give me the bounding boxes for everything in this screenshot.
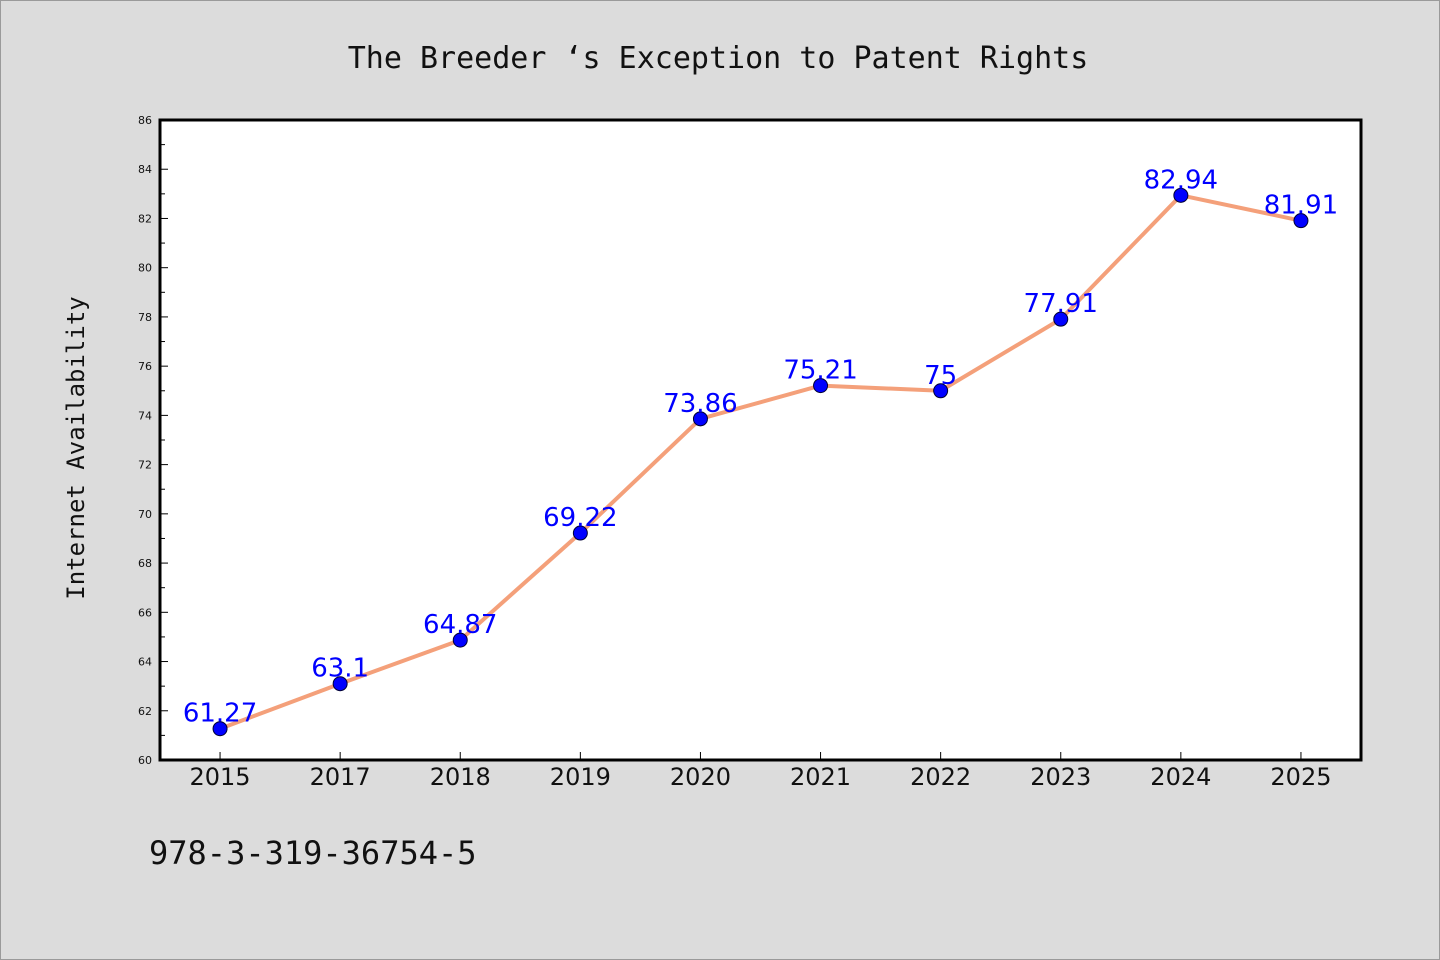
x-tick-label: 2018 <box>430 763 491 791</box>
y-tick-label: 60 <box>138 754 152 767</box>
data-point <box>452 632 468 648</box>
data-point <box>1173 187 1189 203</box>
x-tick-label: 2017 <box>310 763 371 791</box>
y-tick-label: 64 <box>138 656 152 669</box>
series-layer: 61.27 63.1 64.87 69.22 73.86 75.21 75 77.91 82.9… <box>183 165 1338 737</box>
y-axis-label: Internet Availability <box>62 296 90 599</box>
plot-area <box>158 118 1363 762</box>
data-label: 77.91 <box>1024 289 1098 319</box>
data-point <box>212 721 228 737</box>
y-tick-label: 80 <box>138 262 152 275</box>
data-label: 75.21 <box>783 356 857 386</box>
y-axis: 60 62 64 66 68 70 72 74 76 78 80 82 84 86 <box>138 114 168 767</box>
data-label: 82.94 <box>1144 165 1218 195</box>
y-tick-label: 76 <box>138 360 152 373</box>
x-tick-label: 2025 <box>1270 763 1331 791</box>
y-tick-label: 86 <box>138 114 152 127</box>
y-tick-label: 68 <box>138 557 152 570</box>
data-label: 73.86 <box>663 389 737 419</box>
x-tick-label: 2021 <box>790 763 851 791</box>
y-tick-label: 62 <box>138 705 152 718</box>
x-tick-label: 2022 <box>910 763 971 791</box>
data-label: 75 <box>924 361 957 391</box>
data-point <box>1053 311 1069 327</box>
x-tick-label: 2019 <box>550 763 611 791</box>
data-label: 69.22 <box>543 503 617 533</box>
y-tick-label: 66 <box>138 606 152 619</box>
series-line <box>219 193 1302 731</box>
y-tick-label: 72 <box>138 459 152 472</box>
x-axis: 2015 2017 2018 2019 2020 2021 2022 2023 2024 2025 <box>190 752 1331 791</box>
chart-title: The Breeder ‘s Exception to Patent Right… <box>348 41 1089 76</box>
data-point <box>332 676 348 692</box>
data-point <box>813 378 829 394</box>
y-tick-label: 70 <box>138 508 152 521</box>
data-label: 61.27 <box>183 699 257 729</box>
x-tick-label: 2024 <box>1150 763 1211 791</box>
x-tick-label: 2023 <box>1030 763 1091 791</box>
x-tick-label: 2020 <box>670 763 731 791</box>
data-label: 81.91 <box>1264 191 1338 221</box>
y-tick-label: 78 <box>138 311 152 324</box>
x-tick-label: 2015 <box>190 763 251 791</box>
data-label: 64.87 <box>423 610 497 640</box>
data-point <box>933 383 949 399</box>
data-label: 63.1 <box>311 654 369 684</box>
data-point <box>692 411 708 427</box>
y-tick-label: 74 <box>138 409 152 422</box>
y-tick-label: 84 <box>138 163 152 176</box>
isbn-footer: 978-3-319-36754-5 <box>149 834 477 872</box>
data-point <box>1293 213 1309 229</box>
data-point <box>572 525 588 541</box>
y-tick-label: 82 <box>138 212 152 225</box>
